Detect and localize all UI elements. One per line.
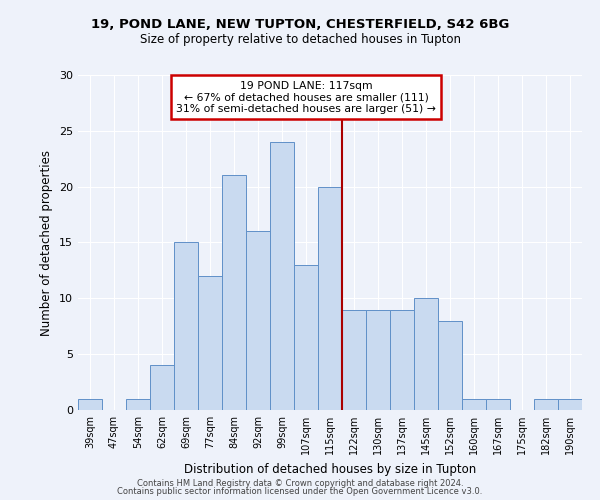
Text: Contains HM Land Registry data © Crown copyright and database right 2024.: Contains HM Land Registry data © Crown c… bbox=[137, 478, 463, 488]
Bar bbox=[270, 142, 294, 410]
Text: Contains public sector information licensed under the Open Government Licence v3: Contains public sector information licen… bbox=[118, 487, 482, 496]
Bar bbox=[198, 276, 222, 410]
Bar bbox=[438, 320, 462, 410]
Y-axis label: Number of detached properties: Number of detached properties bbox=[40, 150, 53, 336]
Bar bbox=[390, 310, 414, 410]
Bar bbox=[222, 176, 246, 410]
Bar bbox=[558, 399, 582, 410]
Bar bbox=[366, 310, 390, 410]
Bar bbox=[534, 399, 558, 410]
Bar bbox=[246, 232, 270, 410]
Bar bbox=[318, 186, 342, 410]
Bar bbox=[414, 298, 438, 410]
Bar bbox=[486, 399, 510, 410]
Bar bbox=[126, 399, 150, 410]
Bar bbox=[78, 399, 102, 410]
Bar bbox=[462, 399, 486, 410]
Bar bbox=[342, 310, 366, 410]
Text: 19, POND LANE, NEW TUPTON, CHESTERFIELD, S42 6BG: 19, POND LANE, NEW TUPTON, CHESTERFIELD,… bbox=[91, 18, 509, 30]
Text: Size of property relative to detached houses in Tupton: Size of property relative to detached ho… bbox=[139, 32, 461, 46]
Bar bbox=[174, 242, 198, 410]
Bar bbox=[294, 265, 318, 410]
Text: 19 POND LANE: 117sqm
← 67% of detached houses are smaller (111)
31% of semi-deta: 19 POND LANE: 117sqm ← 67% of detached h… bbox=[176, 80, 436, 114]
X-axis label: Distribution of detached houses by size in Tupton: Distribution of detached houses by size … bbox=[184, 462, 476, 475]
Bar bbox=[150, 366, 174, 410]
